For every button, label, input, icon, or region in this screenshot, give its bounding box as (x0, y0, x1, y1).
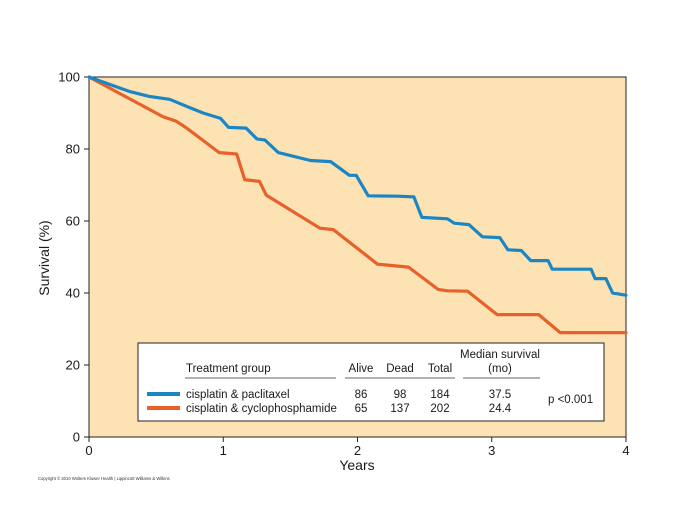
y-axis: 0 20 40 60 80 100 (58, 70, 89, 445)
x-tick-label-4: 4 (622, 443, 629, 458)
x-axis: 0 1 2 3 4 (85, 437, 630, 458)
y-tick-label-100: 100 (58, 70, 80, 85)
x-tick-label-3: 3 (488, 443, 495, 458)
legend-total-cyclophosphamide: 202 (430, 403, 449, 415)
legend-table: Treatment group Alive Dead Total Median … (137, 342, 605, 422)
legend-median-paclitaxel: 37.5 (489, 389, 511, 401)
x-axis-label: Years (339, 457, 374, 473)
legend-header-group: Treatment group (186, 363, 271, 375)
y-tick-label-40: 40 (66, 286, 80, 301)
legend-alive-cyclophosphamide: 65 (355, 403, 368, 415)
legend-header-alive: Alive (349, 363, 374, 375)
series-line-cyclophosphamide (87, 75, 628, 335)
p-value: p <0.001 (548, 394, 593, 406)
x-tick-label-2: 2 (354, 443, 361, 458)
x-tick-label-1: 1 (220, 443, 227, 458)
legend-total-paclitaxel: 184 (430, 389, 450, 401)
legend-box (137, 342, 605, 422)
legend-alive-paclitaxel: 86 (355, 389, 368, 401)
legend-dead-paclitaxel: 98 (394, 389, 407, 401)
series-layer (87, 75, 628, 335)
copyright-notice: Copyright © 2010 Wolters Kluwer Health |… (38, 476, 170, 481)
legend-header-dead: Dead (386, 363, 414, 375)
legend-header-median-line1: Median survival (460, 349, 540, 361)
y-tick-label-20: 20 (66, 358, 80, 373)
legend-median-cyclophosphamide: 24.4 (489, 403, 512, 415)
legend-dead-cyclophosphamide: 137 (390, 403, 409, 415)
y-tick-label-80: 80 (66, 142, 80, 157)
legend-label-paclitaxel: cisplatin & paclitaxel (186, 389, 290, 401)
x-tick-label-0: 0 (85, 443, 92, 458)
series-line-paclitaxel (87, 75, 628, 297)
y-tick-label-60: 60 (66, 214, 80, 229)
legend-header-total: Total (428, 363, 452, 375)
legend-header-median-line2: (mo) (488, 363, 512, 375)
y-tick-label-0: 0 (73, 430, 80, 445)
y-axis-label: Survival (%) (36, 220, 52, 295)
legend-label-cyclophosphamide: cisplatin & cyclophosphamide (186, 403, 337, 415)
